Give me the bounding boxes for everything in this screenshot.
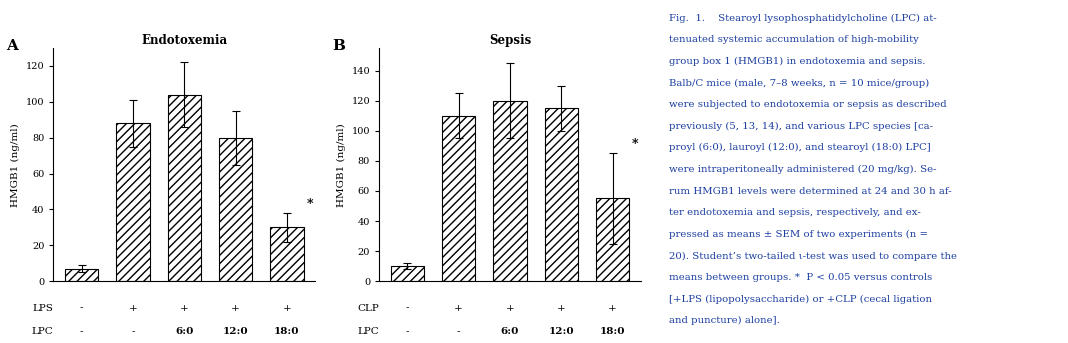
Text: A: A [6,39,18,53]
Text: rum HMGB1 levels were determined at 24 and 30 h af-: rum HMGB1 levels were determined at 24 a… [670,187,952,196]
Bar [270,227,303,281]
Text: +: + [231,304,240,312]
Text: -: - [406,327,409,336]
Text: 6:0: 6:0 [501,327,519,336]
Text: means between groups. *  P < 0.05 versus controls: means between groups. * P < 0.05 versus … [670,273,932,282]
Text: [+LPS (lipopolysaccharide) or +CLP (cecal ligation: [+LPS (lipopolysaccharide) or +CLP (ceca… [670,295,932,304]
Text: were intraperitoneally administered (20 mg/kg). Se-: were intraperitoneally administered (20 … [670,165,937,174]
Text: Balb/C mice (male, 7–8 weeks, n = 10 mice/group): Balb/C mice (male, 7–8 weeks, n = 10 mic… [670,79,929,88]
Text: 20). Student’s two-tailed ι-test was used to compare the: 20). Student’s two-tailed ι-test was use… [670,251,957,261]
Bar [65,269,98,281]
Bar [493,101,527,281]
Text: 12:0: 12:0 [549,327,575,336]
Bar [116,123,150,281]
Text: LPS: LPS [32,304,53,312]
Text: +: + [179,304,189,312]
Text: ter endotoxemia and sepsis, respectively, and ex-: ter endotoxemia and sepsis, respectively… [670,208,921,217]
Text: -: - [80,304,83,312]
Text: tenuated systemic accumulation of high-mobility: tenuated systemic accumulation of high-m… [670,35,920,44]
Text: were subjected to endotoxemia or sepsis as described: were subjected to endotoxemia or sepsis … [670,100,946,109]
Text: -: - [131,327,135,336]
Text: *: * [632,138,639,151]
Text: proyl (6:0), lauroyl (12:0), and stearoyl (18:0) LPC]: proyl (6:0), lauroyl (12:0), and stearoy… [670,143,931,153]
Text: -: - [457,327,460,336]
Text: pressed as means ± SEM of two experiments (n =: pressed as means ± SEM of two experiment… [670,230,928,239]
Text: +: + [556,304,566,312]
Text: and puncture) alone].: and puncture) alone]. [670,316,780,326]
Y-axis label: HMGB1 (ng/ml): HMGB1 (ng/ml) [336,123,346,206]
Text: 6:0: 6:0 [175,327,193,336]
Text: 18:0: 18:0 [600,327,626,336]
Y-axis label: HMGB1 (ng/ml): HMGB1 (ng/ml) [11,123,20,206]
Text: group box 1 (HMGB1) in endotoxemia and sepsis.: group box 1 (HMGB1) in endotoxemia and s… [670,57,926,66]
Text: 12:0: 12:0 [223,327,249,336]
Text: LPC: LPC [358,327,379,336]
Text: -: - [406,304,409,312]
Text: CLP: CLP [358,304,379,312]
Bar [168,95,201,281]
Bar [596,199,629,281]
Text: B: B [332,39,345,53]
Text: +: + [454,304,464,312]
Text: *: * [307,198,313,211]
Text: Fig.  1.    Stearoyl lysophosphatidylcholine (LPC) at-: Fig. 1. Stearoyl lysophosphatidylcholine… [670,14,937,23]
Bar [219,138,252,281]
Text: LPC: LPC [32,327,53,336]
Text: -: - [80,327,83,336]
Text: +: + [128,304,138,312]
Title: Sepsis: Sepsis [489,34,531,47]
Text: +: + [505,304,515,312]
Bar [545,108,578,281]
Bar [442,116,475,281]
Text: 18:0: 18:0 [274,327,300,336]
Text: +: + [282,304,292,312]
Bar [391,266,424,281]
Title: Endotoxemia: Endotoxemia [141,34,227,47]
Text: previously (5, 13, 14), and various LPC species [ca-: previously (5, 13, 14), and various LPC … [670,122,933,131]
Text: +: + [608,304,617,312]
